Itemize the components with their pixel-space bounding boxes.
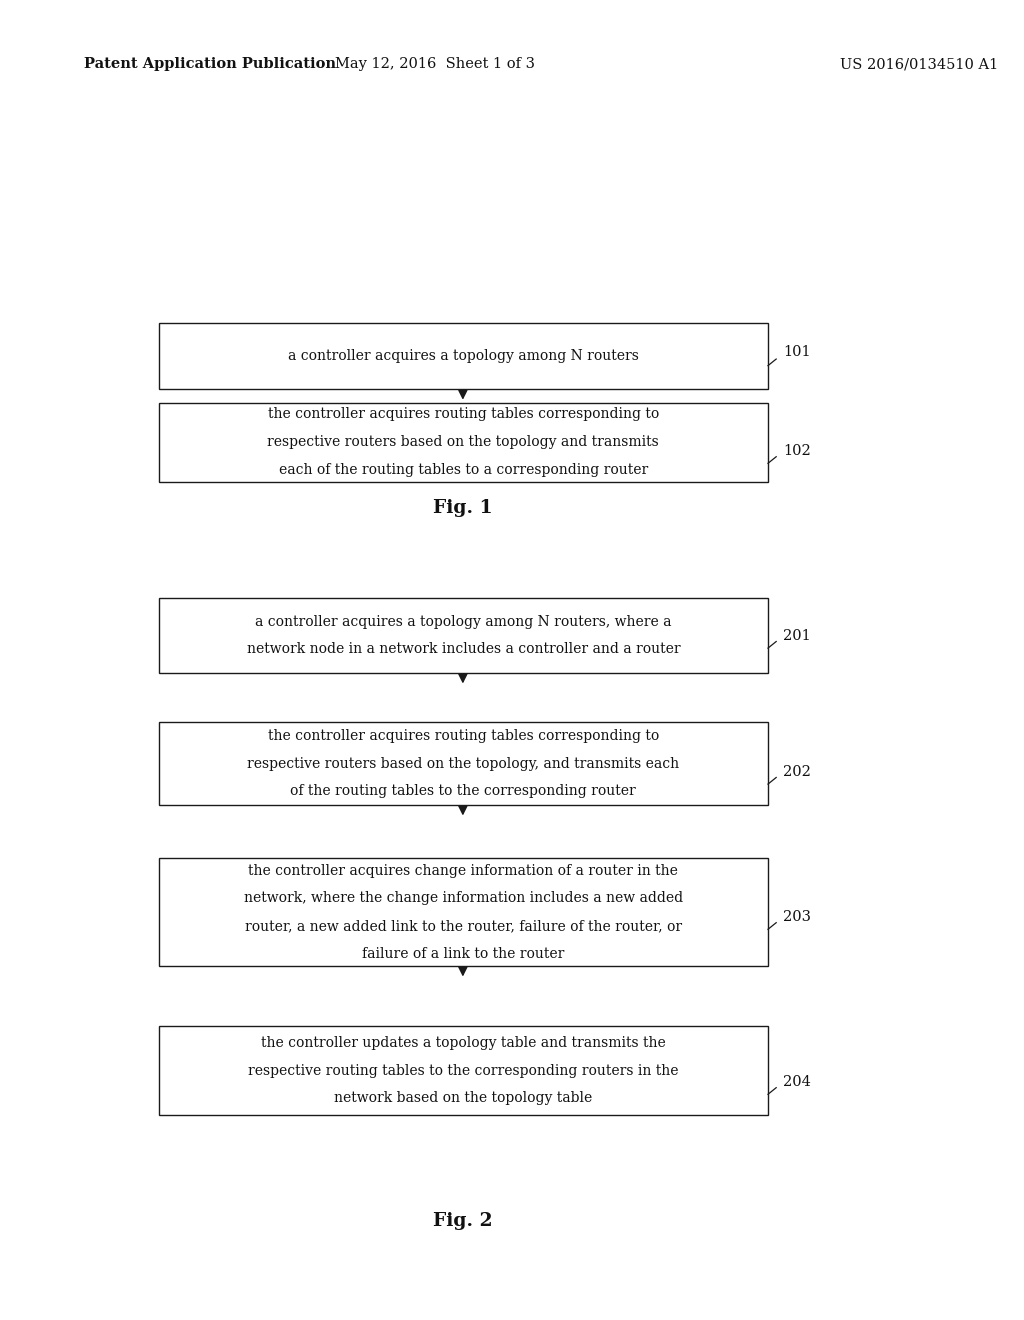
FancyBboxPatch shape xyxy=(159,403,768,482)
Text: the controller acquires routing tables corresponding to: the controller acquires routing tables c… xyxy=(267,408,659,421)
FancyBboxPatch shape xyxy=(159,722,768,805)
FancyBboxPatch shape xyxy=(159,323,768,389)
Text: 101: 101 xyxy=(783,346,811,359)
FancyBboxPatch shape xyxy=(159,858,768,966)
Text: the controller updates a topology table and transmits the: the controller updates a topology table … xyxy=(261,1036,666,1049)
Text: router, a new added link to the router, failure of the router, or: router, a new added link to the router, … xyxy=(245,919,682,933)
Text: the controller acquires change information of a router in the: the controller acquires change informati… xyxy=(249,863,678,878)
Text: US 2016/0134510 A1: US 2016/0134510 A1 xyxy=(840,57,998,71)
Text: network based on the topology table: network based on the topology table xyxy=(334,1092,593,1105)
Text: network, where the change information includes a new added: network, where the change information in… xyxy=(244,891,683,906)
FancyBboxPatch shape xyxy=(159,1026,768,1115)
Text: 202: 202 xyxy=(783,766,811,779)
Text: Fig. 1: Fig. 1 xyxy=(433,499,493,517)
Text: 201: 201 xyxy=(783,630,811,643)
Text: May 12, 2016  Sheet 1 of 3: May 12, 2016 Sheet 1 of 3 xyxy=(335,57,536,71)
Text: a controller acquires a topology among N routers, where a: a controller acquires a topology among N… xyxy=(255,615,672,628)
Text: the controller acquires routing tables corresponding to: the controller acquires routing tables c… xyxy=(267,729,659,743)
Text: Fig. 2: Fig. 2 xyxy=(433,1212,493,1230)
Text: respective routers based on the topology and transmits: respective routers based on the topology… xyxy=(267,436,659,449)
Text: respective routing tables to the corresponding routers in the: respective routing tables to the corresp… xyxy=(248,1064,679,1077)
Text: 204: 204 xyxy=(783,1076,811,1089)
Text: network node in a network includes a controller and a router: network node in a network includes a con… xyxy=(247,643,680,656)
Text: 203: 203 xyxy=(783,911,811,924)
Text: each of the routing tables to a corresponding router: each of the routing tables to a correspo… xyxy=(279,463,648,477)
FancyBboxPatch shape xyxy=(159,598,768,673)
Text: 102: 102 xyxy=(783,445,811,458)
Text: a controller acquires a topology among N routers: a controller acquires a topology among N… xyxy=(288,350,639,363)
Text: respective routers based on the topology, and transmits each: respective routers based on the topology… xyxy=(248,756,679,771)
Text: Patent Application Publication: Patent Application Publication xyxy=(84,57,336,71)
Text: of the routing tables to the corresponding router: of the routing tables to the correspondi… xyxy=(291,784,636,799)
Text: failure of a link to the router: failure of a link to the router xyxy=(362,946,564,961)
